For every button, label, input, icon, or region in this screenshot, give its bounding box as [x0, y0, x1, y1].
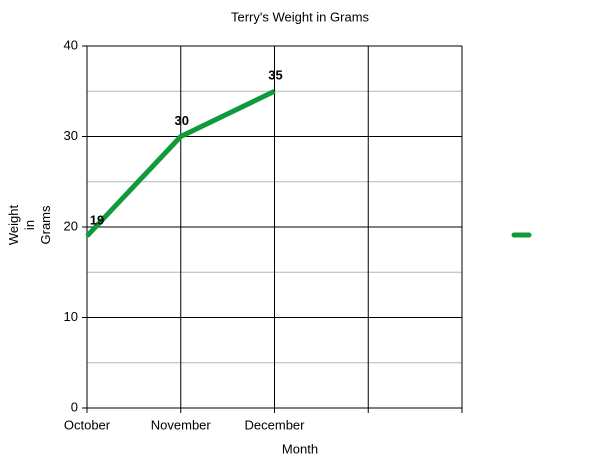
x-axis-label: Month [282, 441, 318, 456]
x-tick-label: October [64, 417, 111, 432]
x-tick-label: November [151, 417, 212, 432]
line-series [85, 88, 276, 238]
data-label: 30 [175, 113, 189, 128]
y-tick-label: 20 [64, 218, 78, 233]
data-label: 35 [268, 68, 282, 83]
data-label: 19 [90, 212, 104, 227]
y-axis-label: WeightinGrams [6, 205, 53, 246]
y-tick-label: 0 [71, 399, 78, 414]
y-tick-label: 40 [64, 37, 78, 52]
y-tick-label: 30 [64, 128, 78, 143]
x-tick-label: December [245, 417, 306, 432]
chart-title: Terry's Weight in Grams [231, 9, 370, 24]
y-tick-label: 10 [64, 309, 78, 324]
